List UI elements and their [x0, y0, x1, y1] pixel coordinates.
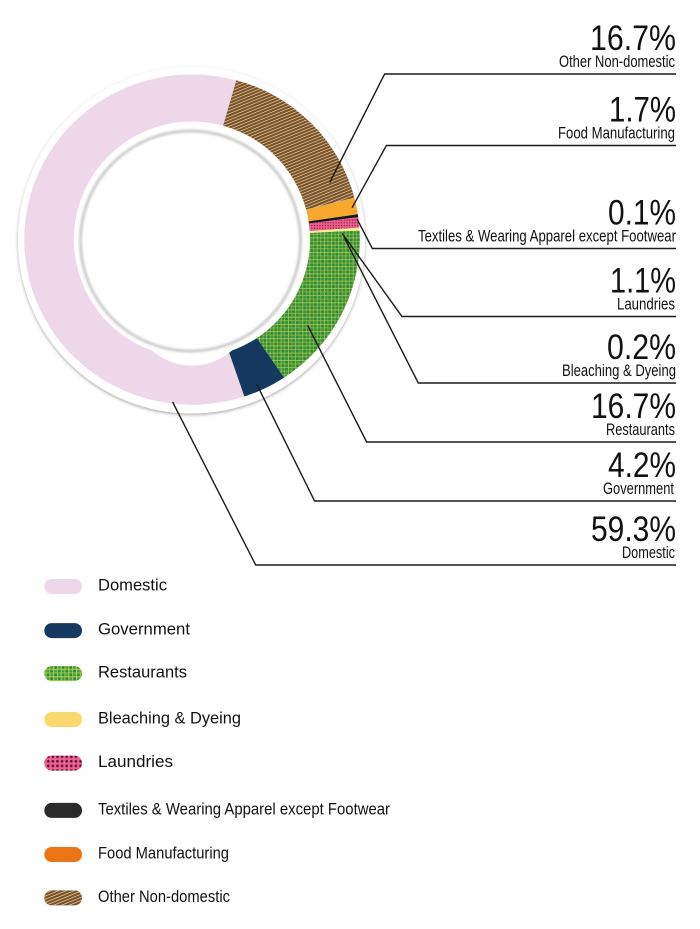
- svg-text:Other Non-domestic: Other Non-domestic: [559, 53, 675, 71]
- svg-text:1.1%: 1.1%: [610, 262, 676, 301]
- svg-text:Government: Government: [98, 620, 190, 639]
- svg-text:Other Non-domestic: Other Non-domestic: [98, 887, 230, 906]
- svg-text:Laundries: Laundries: [617, 296, 675, 314]
- svg-text:Laundries: Laundries: [98, 752, 173, 771]
- svg-text:Textiles & Wearing Apparel exc: Textiles & Wearing Apparel except Footwe…: [98, 799, 390, 818]
- svg-text:Textiles & Wearing Apparel exc: Textiles & Wearing Apparel except Footwe…: [418, 228, 676, 246]
- svg-text:Restaurants: Restaurants: [606, 421, 675, 439]
- svg-text:Domestic: Domestic: [622, 544, 675, 562]
- svg-text:16.7%: 16.7%: [590, 19, 676, 58]
- svg-text:Food Manufacturing: Food Manufacturing: [558, 125, 675, 143]
- svg-text:Bleaching & Dyeing: Bleaching & Dyeing: [98, 709, 241, 728]
- svg-text:0.2%: 0.2%: [607, 328, 676, 367]
- svg-text:Restaurants: Restaurants: [98, 663, 187, 682]
- svg-text:Government: Government: [603, 480, 674, 498]
- svg-text:Domestic: Domestic: [98, 576, 167, 595]
- svg-text:4.2%: 4.2%: [608, 446, 676, 485]
- svg-text:Food Manufacturing: Food Manufacturing: [98, 844, 229, 863]
- svg-text:16.7%: 16.7%: [591, 387, 676, 426]
- svg-text:0.1%: 0.1%: [608, 194, 676, 233]
- svg-text:Bleaching & Dyeing: Bleaching & Dyeing: [562, 362, 676, 380]
- svg-text:59.3%: 59.3%: [591, 510, 676, 549]
- svg-text:1.7%: 1.7%: [609, 91, 676, 130]
